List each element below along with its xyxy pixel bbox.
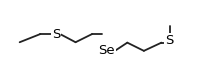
Text: S: S <box>52 28 60 41</box>
Text: S: S <box>165 35 173 47</box>
Text: Se: Se <box>98 44 114 57</box>
